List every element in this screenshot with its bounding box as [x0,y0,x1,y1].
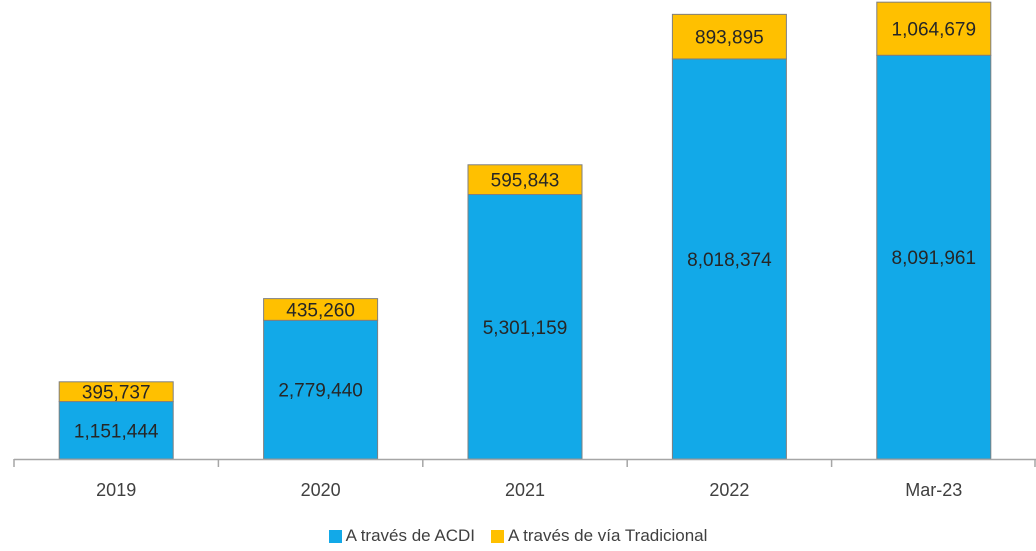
x-tick-label-2022: 2022 [709,480,749,500]
legend-label-acdi: A través de ACDI [345,526,476,545]
data-label-acdi-2019: 1,151,444 [74,421,159,442]
stacked-bar-chart: 1,151,444 395,737 2019 2,779,440 435,260 2020… [13,1,1036,500]
x-tick-label-Mar-23: Mar-23 [905,480,962,500]
legend-item-acdi: A través de ACDI [328,526,476,546]
bar-acdi-Mar-23 [876,54,992,460]
bar-tradicional-2019 [58,381,174,403]
data-label-tradicional-2021: 595,843 [491,171,560,192]
data-label-tradicional-2019: 395,737 [82,383,151,404]
x-tick-label-2021: 2021 [505,480,545,500]
x-tick-label-2020: 2020 [301,480,341,500]
bar-tradicional-Mar-23 [876,1,992,56]
x-tick-label-2019: 2019 [96,480,136,500]
legend-item-tradicional: A través de vía Tradicional [491,526,707,546]
legend-swatch-tradicional [491,529,505,543]
data-label-tradicional-2022: 893,895 [695,28,764,49]
data-label-acdi-Mar-23: 8,091,961 [892,248,977,269]
bar-tradicional-2022 [671,13,787,60]
data-label-tradicional-2020: 435,260 [286,300,355,321]
data-label-acdi-2021: 5,301,159 [483,318,568,339]
data-label-acdi-2022: 8,018,374 [687,250,772,271]
bar-acdi-2021 [467,194,583,460]
data-label-tradicional-Mar-23: 1,064,679 [892,20,977,41]
legend: A través de ACDI A través de vía Tradici… [0,526,1036,546]
bar-acdi-2019 [58,401,174,460]
legend-label-tradicional: A través de vía Tradicional [508,526,708,545]
bar-acdi-2022 [671,58,787,460]
bar-tradicional-2021 [467,164,583,196]
legend-swatch-acdi [328,529,342,543]
data-label-acdi-2020: 2,779,440 [278,381,363,402]
bar-tradicional-2020 [263,298,379,321]
